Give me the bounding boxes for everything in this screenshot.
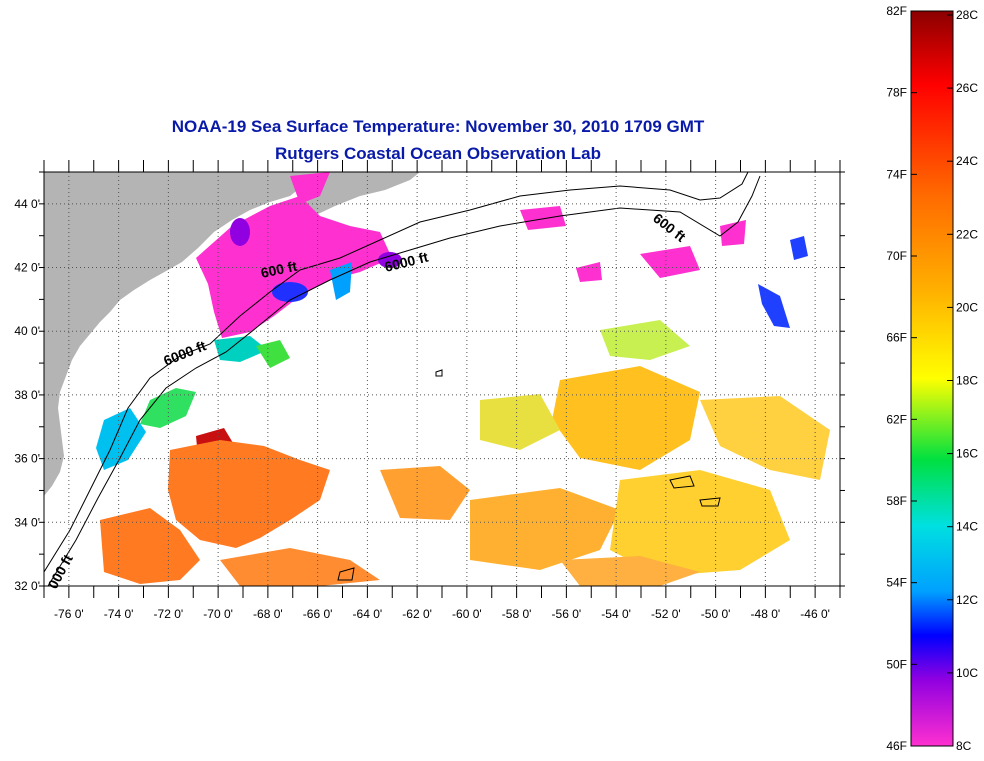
longitude-tick-label: -64 0' xyxy=(353,607,383,621)
longitude-tick-label: -56 0' xyxy=(552,607,582,621)
longitude-tick-label: -48 0' xyxy=(751,607,781,621)
longitude-tick-label: -72 0' xyxy=(154,607,184,621)
colorbar-f-label: 58F xyxy=(886,494,907,508)
longitude-tick-label: -62 0' xyxy=(402,607,432,621)
colorbar-f-label: 66F xyxy=(886,331,907,345)
longitude-tick-label: -76 0' xyxy=(54,607,84,621)
nova-scotia xyxy=(300,172,420,214)
colorbar-c-label: 22C xyxy=(956,227,978,241)
longitude-tick-label: -50 0' xyxy=(701,607,731,621)
latitude-tick-label: 40 0' xyxy=(14,324,40,338)
longitude-tick-label: -70 0' xyxy=(203,607,233,621)
map-title: NOAA-19 Sea Surface Temperature: Novembe… xyxy=(171,117,705,136)
colorbar-c-label: 26C xyxy=(956,81,978,95)
longitude-tick-label: -46 0' xyxy=(800,607,830,621)
colorbar-fahrenheit-labels: 82F 78F 74F 70F 66F 62F 58F 54F 50F 46F xyxy=(886,4,907,753)
longitude-tick-label: -52 0' xyxy=(651,607,681,621)
map-subtitle: Rutgers Coastal Ocean Observation Lab xyxy=(275,144,601,163)
land-mass xyxy=(44,172,415,496)
colorbar-celsius-labels: 28C 26C 24C 22C 20C 18C 16C 14C 12C 10C 8C xyxy=(956,8,978,753)
colorbar-c-label: 18C xyxy=(956,374,978,388)
longitude-tick-label: -60 0' xyxy=(452,607,482,621)
colorbar-f-label: 50F xyxy=(886,657,907,671)
depth-contours xyxy=(44,172,761,586)
latitude-tick-label: 38 0' xyxy=(14,388,40,402)
frame-ticks xyxy=(39,160,845,598)
colorbar-f-label: 70F xyxy=(886,249,907,263)
contour-label: 600 ft xyxy=(259,258,298,281)
longitude-labels: -76 0' -74 0' -72 0' -70 0' -68 0' -66 0' -64 … xyxy=(54,607,830,621)
colorbar-c-label: 16C xyxy=(956,447,978,461)
lat-lon-grid xyxy=(44,172,840,586)
colorbar-f-label: 74F xyxy=(886,167,907,181)
longitude-tick-label: -58 0' xyxy=(502,607,532,621)
longitude-tick-label: -68 0' xyxy=(253,607,283,621)
latitude-tick-label: 42 0' xyxy=(14,261,40,275)
sst-patches xyxy=(96,172,830,586)
contour-label: 000 ft xyxy=(45,551,76,591)
colorbar-f-label: 54F xyxy=(886,576,907,590)
latitude-labels: 44 0' 42 0' 40 0' 38 0' 36 0' 34 0' 32 0' xyxy=(14,197,40,593)
contour-label: 600 ft xyxy=(650,210,689,245)
colorbar-f-label: 46F xyxy=(886,739,907,753)
colorbar-f-label: 62F xyxy=(886,412,907,426)
colorbar-c-label: 24C xyxy=(956,154,978,168)
colorbar-c-label: 28C xyxy=(956,8,978,22)
colorbar xyxy=(910,10,954,747)
latitude-tick-label: 34 0' xyxy=(14,515,40,529)
longitude-tick-label: -66 0' xyxy=(303,607,333,621)
colorbar-c-label: 10C xyxy=(956,666,978,680)
latitude-tick-label: 36 0' xyxy=(14,452,40,466)
colorbar-c-label: 8C xyxy=(956,739,972,753)
colorbar-ticks xyxy=(911,10,953,747)
colorbar-f-label: 82F xyxy=(886,4,907,18)
colorbar-c-label: 12C xyxy=(956,593,978,607)
colorbar-f-label: 78F xyxy=(886,86,907,100)
colorbar-c-label: 14C xyxy=(956,520,978,534)
contour-label: 6000 ft xyxy=(161,337,208,369)
latitude-tick-label: 44 0' xyxy=(14,197,40,211)
longitude-tick-label: -54 0' xyxy=(601,607,631,621)
longitude-tick-label: -74 0' xyxy=(104,607,134,621)
latitude-tick-label: 32 0' xyxy=(14,579,40,593)
colorbar-c-label: 20C xyxy=(956,300,978,314)
